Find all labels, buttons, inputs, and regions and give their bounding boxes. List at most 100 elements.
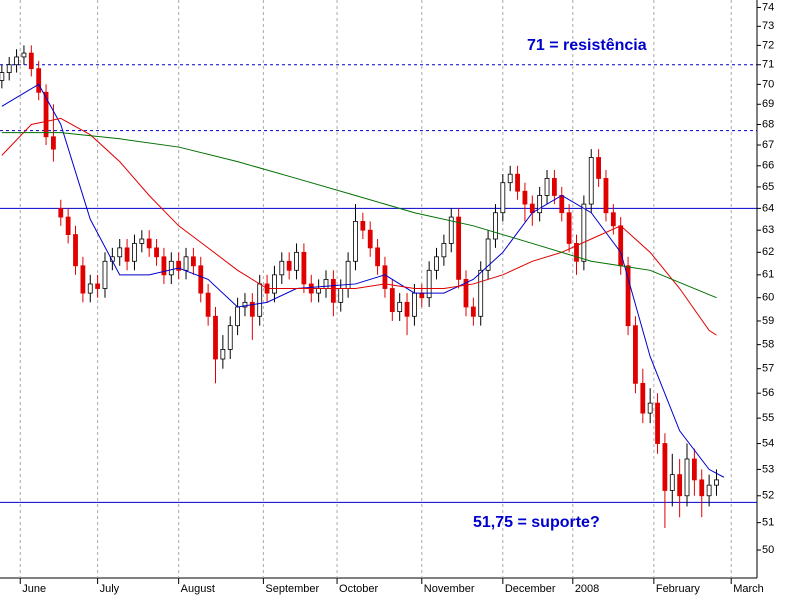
candle-body [640, 382, 646, 414]
candle-body [669, 474, 675, 491]
candle-body [139, 238, 145, 244]
candle-body [87, 283, 93, 294]
moving-average [1, 117, 717, 336]
candle-body [537, 195, 543, 214]
y-tick-label: 50 [762, 544, 774, 556]
candle-body [213, 315, 218, 360]
candle-body [51, 136, 56, 150]
y-tick-label: 55 [762, 412, 774, 424]
candle-body [647, 402, 653, 414]
candle-body [412, 292, 417, 317]
y-tick-label: 68 [762, 118, 774, 130]
candle-body [73, 234, 78, 267]
x-tick-label: September [265, 583, 319, 595]
candle-body [706, 484, 712, 497]
candle-body [603, 178, 609, 214]
candle-body [65, 216, 71, 235]
candle-body [21, 52, 27, 58]
candle-body [367, 229, 373, 249]
candle-body [507, 173, 513, 184]
candle-body [544, 178, 550, 196]
y-tick-label: 64 [762, 202, 774, 214]
candle-body [242, 301, 248, 308]
candle-body [190, 256, 196, 267]
candle-body [404, 301, 410, 317]
candle-body [375, 247, 380, 267]
candle-body [485, 238, 491, 271]
candle-body [389, 288, 395, 313]
candle-body [43, 91, 49, 138]
candle-body [478, 269, 484, 317]
candle-body [574, 243, 579, 262]
candle-body [566, 212, 572, 244]
x-tick-label: August [181, 583, 215, 595]
candle-body [146, 238, 152, 249]
y-tick-label: 61 [762, 269, 774, 281]
candle-body [323, 278, 329, 289]
x-tick-label: July [100, 583, 120, 595]
annotation: 51,75 = suporte? [473, 514, 600, 531]
candle-body [470, 306, 476, 317]
candle-body [161, 256, 167, 276]
y-tick-label: 52 [762, 490, 774, 502]
x-tick-label: March [733, 583, 764, 595]
candle-body [330, 278, 336, 303]
candle-body [294, 251, 299, 271]
y-tick-label: 57 [762, 363, 774, 375]
y-tick-label: 62 [762, 246, 774, 258]
candle-body [522, 190, 528, 205]
candle-body [249, 301, 255, 317]
candle-body [6, 64, 12, 73]
candle-body [463, 278, 469, 308]
y-tick-label: 56 [762, 387, 774, 399]
candle-body [677, 474, 683, 497]
candle-body [397, 301, 403, 313]
candle-body [301, 251, 307, 285]
candle-body [493, 212, 498, 240]
candle-body [559, 195, 565, 214]
candle-body [235, 306, 240, 327]
x-tick-label: June [22, 583, 46, 595]
candle-body [625, 265, 631, 327]
candle-body [257, 283, 263, 317]
candle-body [419, 292, 425, 299]
candle-body [441, 243, 447, 258]
moving-average [1, 132, 717, 299]
y-tick-label: 59 [762, 315, 774, 327]
candle-body [279, 260, 285, 276]
candle-body [183, 256, 189, 271]
candle-body [426, 269, 432, 299]
x-tick-label: November [424, 583, 475, 595]
candle-body [316, 288, 322, 294]
candle-body [596, 157, 602, 179]
y-tick-label: 53 [762, 463, 774, 475]
x-tick-label: October [339, 583, 378, 595]
y-tick-label: 65 [762, 181, 774, 193]
candle-body [581, 203, 587, 262]
y-tick-label: 66 [762, 160, 774, 172]
candle-body [0, 72, 5, 81]
y-tick-label: 74 [762, 1, 774, 13]
candle-body [448, 216, 454, 244]
candle-body [714, 479, 719, 486]
candle-body [220, 349, 226, 360]
candle-body [338, 288, 344, 303]
candle-body [610, 212, 616, 227]
candle-body [551, 178, 557, 196]
candle-body [227, 325, 233, 350]
candle-body [102, 260, 108, 289]
candle-body [80, 265, 86, 294]
candle-body [633, 325, 638, 384]
y-tick-label: 51 [762, 517, 774, 529]
y-tick-label: 70 [762, 78, 774, 90]
y-tick-label: 58 [762, 339, 774, 351]
y-tick-label: 71 [762, 59, 774, 71]
x-tick-label: 2008 [575, 583, 599, 595]
y-tick-label: 60 [762, 292, 774, 304]
candle-body [691, 458, 697, 481]
y-tick-label: 67 [762, 139, 774, 151]
candle-body [286, 260, 292, 271]
y-tick-label: 72 [762, 39, 774, 51]
candle-body [500, 182, 506, 214]
